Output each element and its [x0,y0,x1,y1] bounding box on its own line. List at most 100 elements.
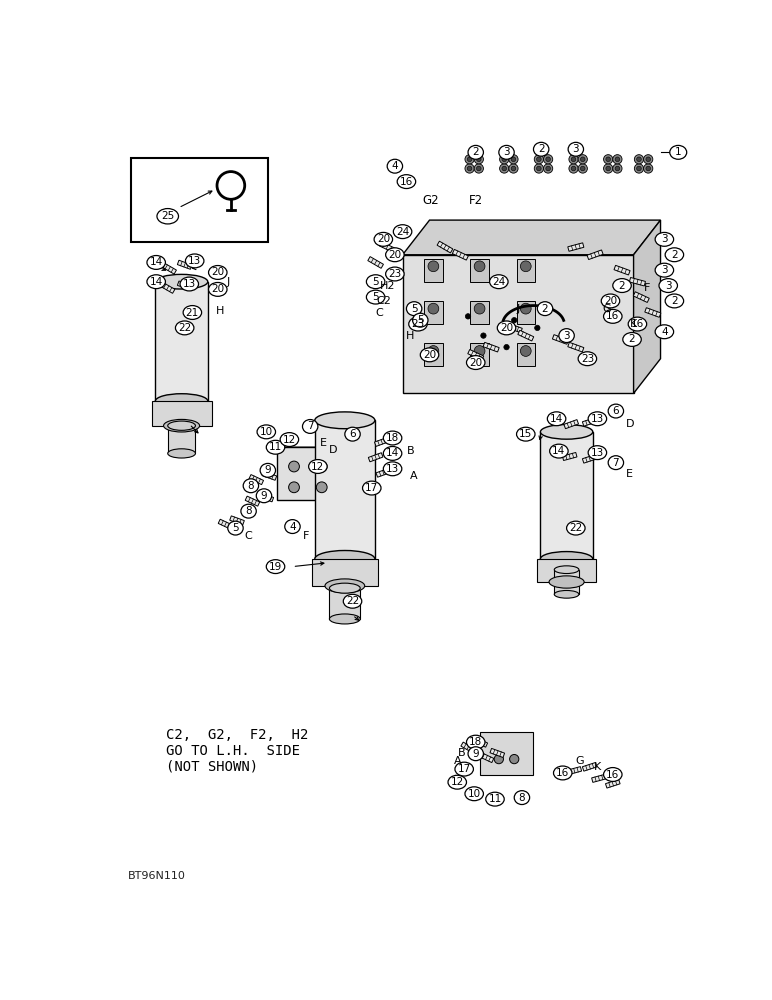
Text: 18: 18 [469,737,482,747]
Ellipse shape [309,460,327,473]
Ellipse shape [540,552,593,566]
Text: 15: 15 [519,429,533,439]
Polygon shape [277,447,352,459]
Bar [516,301,535,324]
Ellipse shape [554,590,579,598]
Ellipse shape [623,333,642,346]
Bar [130,158,268,242]
Text: G: G [602,304,611,314]
Polygon shape [249,475,263,485]
Text: 7: 7 [306,421,313,431]
Text: 3: 3 [661,265,668,275]
Ellipse shape [367,290,385,304]
Ellipse shape [665,294,684,308]
Polygon shape [259,493,273,502]
Text: 2: 2 [472,147,479,157]
Text: C: C [376,308,384,318]
Text: 3: 3 [564,331,570,341]
Circle shape [520,346,531,356]
Bar [554,570,579,594]
Circle shape [578,164,587,173]
Bar [479,732,533,774]
Bar [151,401,212,426]
Ellipse shape [384,462,401,476]
Ellipse shape [243,479,259,493]
Ellipse shape [670,145,687,159]
Ellipse shape [330,583,361,593]
Text: 20: 20 [212,267,225,277]
Polygon shape [402,220,661,255]
Text: C2,  G2,  F2,  H2: C2, G2, F2, H2 [166,728,309,742]
Circle shape [520,303,531,314]
Bar [424,301,442,324]
Text: 16: 16 [606,311,619,321]
Polygon shape [161,282,175,293]
Ellipse shape [465,787,483,801]
Bar [330,588,361,619]
Text: F2: F2 [469,194,482,207]
Circle shape [504,344,510,350]
Ellipse shape [384,446,401,460]
Polygon shape [468,350,484,360]
Polygon shape [614,265,630,275]
Bar [470,259,489,282]
Ellipse shape [489,275,508,289]
Ellipse shape [386,248,404,262]
Text: 14: 14 [552,446,566,456]
Text: 5: 5 [232,523,239,533]
Text: 2: 2 [628,334,635,344]
Polygon shape [461,742,476,753]
Polygon shape [379,242,395,252]
Bar [516,343,535,366]
Text: 12: 12 [451,777,464,787]
Polygon shape [374,437,389,446]
Ellipse shape [367,275,385,289]
Polygon shape [605,779,620,788]
Polygon shape [437,241,452,253]
Ellipse shape [550,444,568,458]
Ellipse shape [412,313,428,327]
Text: 13: 13 [188,256,201,266]
Bar [540,432,593,559]
Text: 16: 16 [606,770,619,780]
Text: 8: 8 [519,793,525,803]
Ellipse shape [147,256,165,269]
Text: 11: 11 [489,794,502,804]
Text: 16: 16 [556,768,570,778]
Ellipse shape [537,302,553,316]
Ellipse shape [285,520,300,533]
Text: F: F [303,531,310,541]
Ellipse shape [608,404,624,418]
Circle shape [604,164,613,173]
Ellipse shape [466,356,485,369]
Text: 20: 20 [388,250,401,260]
Circle shape [502,157,506,162]
Text: K: K [630,319,637,329]
Circle shape [466,314,471,319]
Polygon shape [162,263,177,274]
Text: 16: 16 [400,177,413,187]
Ellipse shape [325,579,364,593]
Ellipse shape [408,317,427,331]
Text: 21: 21 [186,308,199,318]
Ellipse shape [604,768,622,781]
Text: H: H [216,306,225,316]
Text: A: A [453,756,461,766]
Circle shape [543,155,553,164]
Ellipse shape [386,267,404,281]
Ellipse shape [468,747,483,761]
Circle shape [289,461,300,472]
Text: 14: 14 [386,448,399,458]
Text: 17: 17 [458,764,471,774]
Circle shape [571,166,576,171]
Text: 9: 9 [265,465,271,475]
Ellipse shape [344,594,362,608]
Polygon shape [564,420,578,429]
Text: 4: 4 [661,327,668,337]
Polygon shape [262,471,276,480]
Text: 8: 8 [245,506,252,516]
Polygon shape [230,516,244,525]
Circle shape [644,155,653,164]
Ellipse shape [208,266,227,279]
Ellipse shape [588,446,607,460]
